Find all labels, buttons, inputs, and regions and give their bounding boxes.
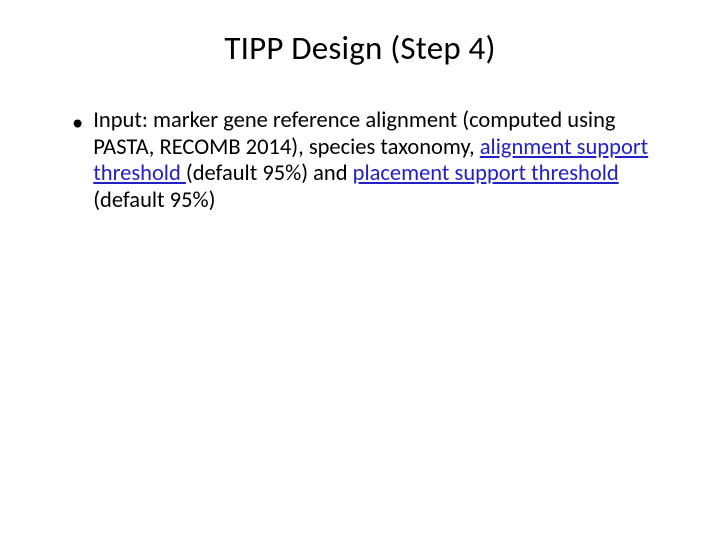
bullet-body-text: Input: marker gene reference alignment (… <box>93 108 660 214</box>
text-span-2: (default 95%) and <box>186 160 353 187</box>
text-span-4: (default 95%) <box>93 187 215 214</box>
highlight-span-3: placement support threshold <box>353 160 619 187</box>
slide: TIPP Design (Step 4) • Input: marker gen… <box>0 0 720 540</box>
slide-title: TIPP Design (Step 4) <box>60 28 660 68</box>
bullet-item: • Input: marker gene reference alignment… <box>60 108 660 214</box>
bullet-glyph: • <box>72 110 83 137</box>
